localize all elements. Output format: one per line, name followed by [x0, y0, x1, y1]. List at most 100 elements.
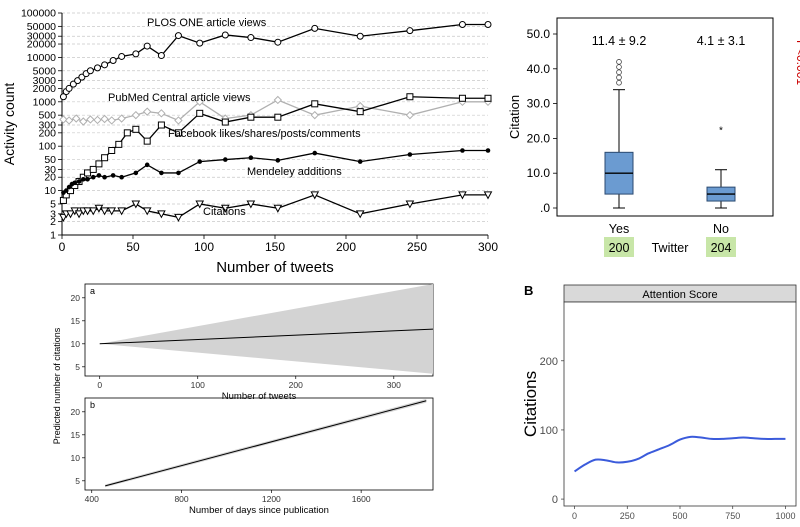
y-tick-label: 15: [71, 316, 81, 326]
data-point: [174, 213, 183, 222]
data-point: [195, 200, 205, 209]
x-tick-label: 0: [572, 511, 577, 521]
data-point: [356, 108, 364, 116]
data-point: [195, 97, 204, 107]
y-tick-label: 3: [50, 208, 56, 220]
plot-frame: [563, 301, 797, 507]
data-point: [458, 94, 466, 102]
y-tick-label: 30: [44, 164, 56, 176]
mean-sd-label: 11.4 ± 9.2: [592, 34, 647, 48]
data-point: [275, 158, 281, 163]
series-2: [59, 93, 492, 204]
data-point: [221, 118, 229, 126]
data-point: [74, 210, 84, 219]
data-point: [84, 169, 92, 177]
data-point: [221, 31, 229, 39]
y-tick-label: 5: [75, 362, 80, 372]
x-tick-label: 200: [289, 380, 303, 390]
boxplot-panel: .0 10.0 20.0 30.0 40.0 50.0 Citation P<0.001 11.…: [505, 0, 800, 270]
data-point: [65, 84, 73, 92]
data-point: [142, 207, 152, 216]
n-label: 200: [609, 241, 630, 255]
series-line: [62, 23, 488, 98]
plot-frame: [556, 17, 774, 217]
data-point: [90, 174, 96, 180]
data-point: [405, 110, 415, 120]
n-badge: [604, 237, 634, 257]
data-point: [174, 129, 182, 137]
series-4: [59, 191, 493, 222]
y-tick-label: 100: [540, 425, 558, 437]
outlier: *: [719, 126, 723, 137]
x-tick-label: 1200: [262, 494, 281, 504]
y-tick-label: 1: [50, 230, 56, 242]
y-tick-label: 30.0: [527, 97, 551, 111]
data-point: [110, 173, 116, 178]
data-point: [274, 113, 282, 121]
data-point: [273, 204, 283, 213]
data-point: [131, 110, 141, 120]
data-point: [144, 162, 150, 168]
y-tick-label: 200: [38, 127, 56, 139]
data-point: [157, 121, 165, 129]
data-point: [132, 50, 140, 58]
data-point: [63, 188, 69, 193]
y-tick-label: 20.0: [527, 131, 551, 145]
y-tick-label: .0: [540, 201, 550, 215]
y-tick-label: 20: [71, 407, 81, 417]
data-point: [197, 159, 203, 164]
data-point: [312, 150, 318, 156]
x-tick-label: 1600: [352, 494, 371, 504]
outlier: [616, 64, 622, 70]
significance-label: P<0.001: [794, 40, 800, 85]
series-label: Mendeley additions: [247, 166, 342, 178]
data-point: [132, 125, 140, 133]
y-axis-title: Citation: [507, 95, 522, 139]
y-tick-label: 500: [38, 110, 56, 122]
x-tick-label: 1000: [775, 511, 795, 521]
data-point: [273, 95, 283, 105]
data-point: [157, 109, 166, 118]
data-point: [66, 184, 72, 190]
data-point: [247, 34, 255, 42]
data-point: [460, 148, 465, 153]
data-point: [159, 170, 164, 176]
n-badge: [706, 237, 736, 257]
data-point: [355, 210, 365, 219]
series-line: [63, 99, 488, 123]
confidence-band: [99, 284, 433, 374]
data-point: [108, 147, 116, 155]
x-axis-title: Number of tweets: [222, 391, 297, 402]
data-point: [274, 38, 282, 46]
x-tick-label: 150: [265, 240, 285, 254]
data-point: [107, 207, 117, 216]
y-tick-label: 0: [552, 494, 558, 506]
y-tick-label: 30000: [27, 31, 56, 43]
predicted-citations-panel: a 5 10 15 20 0 100 200 300 Number of tweets b 5 10 15…: [45, 278, 445, 522]
y-tick-label: 10000: [27, 52, 56, 64]
series-label: Citations: [203, 206, 246, 218]
y-tick-label: 50000: [27, 21, 56, 33]
data-point: [246, 200, 256, 209]
series-line: [62, 96, 488, 201]
fit-line: [105, 400, 427, 487]
n-label: 204: [711, 241, 732, 255]
y-tick-label: 20: [71, 293, 81, 303]
data-point: [88, 207, 98, 216]
plot-frame: [84, 397, 434, 491]
data-point: [143, 42, 151, 50]
data-point: [356, 32, 364, 40]
data-point: [94, 64, 101, 72]
y-tick-label: 10: [44, 185, 56, 197]
y-tick-label: 3000: [33, 75, 57, 87]
data-point: [79, 117, 88, 126]
series-0: [59, 21, 492, 101]
data-point: [94, 204, 104, 213]
data-point: [117, 114, 126, 123]
data-point: [176, 170, 181, 176]
series-3: [61, 148, 491, 195]
x-tick-label: 250: [407, 240, 427, 254]
y-tick-label: 40.0: [527, 62, 551, 76]
attention-score-chart: B Attention Score 0 100 200 0 250 500 750 1000 Cit…: [521, 283, 797, 521]
